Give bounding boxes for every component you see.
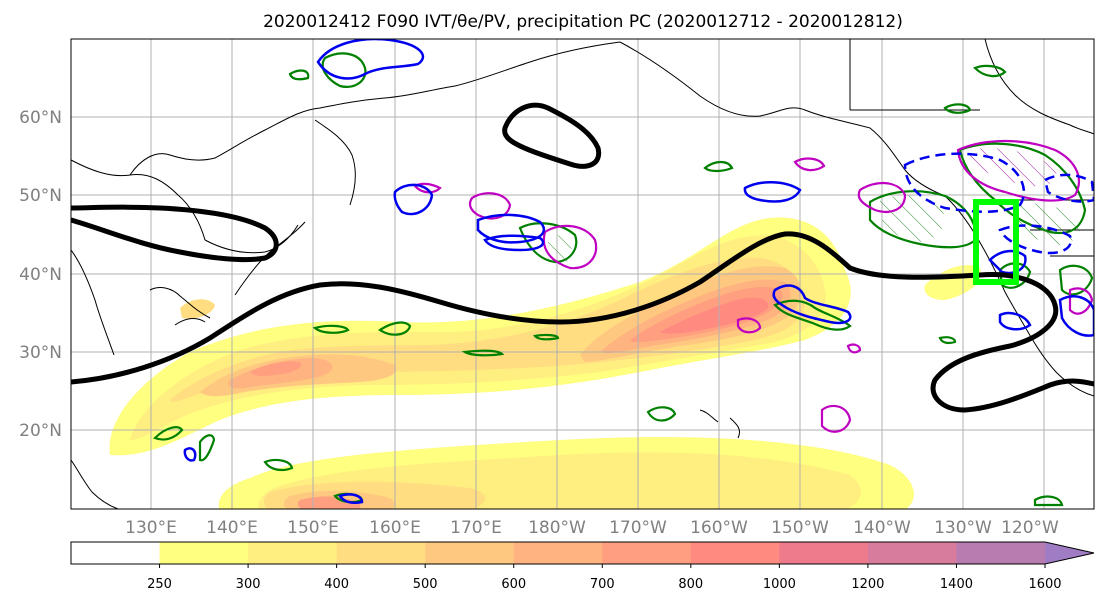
lon-label: 130°E	[125, 518, 177, 538]
lat-labels: 60°N 50°N 40°N 30°N 20°N	[19, 108, 62, 441]
graticule	[71, 39, 1094, 509]
colorbar-segment	[248, 542, 338, 564]
colorbar-label: 1000	[763, 577, 796, 592]
colorbar-segment	[779, 542, 869, 564]
colorbar-label: 700	[590, 577, 615, 592]
colorbar: 250 300 400 500 600 700 800 1000 1200 1400 1600	[70, 541, 1095, 592]
colorbar-segment	[602, 542, 692, 564]
lon-label: 180°W	[528, 518, 586, 538]
colorbar-label: 400	[324, 577, 349, 592]
colorbar-segment	[71, 542, 161, 564]
lat-label: 30°N	[19, 343, 62, 363]
map-frame	[70, 38, 1095, 510]
lon-label: 120°W	[1001, 518, 1059, 538]
colorbar-label: 250	[147, 577, 172, 592]
colorbar-segment	[956, 542, 1046, 564]
ivt-shading-south	[218, 437, 914, 509]
colorbar-segment	[425, 542, 515, 564]
lon-label: 170°E	[450, 518, 502, 538]
colorbar-label: 1400	[940, 577, 973, 592]
colorbar-label: 1200	[851, 577, 884, 592]
lon-label: 150°W	[771, 518, 829, 538]
colorbar-segment	[336, 542, 426, 564]
theta-e-contours	[71, 102, 1094, 413]
colorbar-segment	[867, 542, 957, 564]
colorbar-label: 800	[678, 577, 703, 592]
colorbar-segment	[690, 542, 780, 564]
lon-label: 140°E	[206, 518, 258, 538]
map-panel	[70, 38, 1095, 510]
colorbar-segments	[71, 542, 1046, 564]
pv-contours	[183, 39, 1094, 504]
lat-label: 20°N	[19, 421, 62, 441]
colorbar-extend-arrow	[1045, 542, 1094, 564]
lon-labels: 130°E 140°E 150°E 160°E 170°E 180°W 170°…	[125, 518, 1059, 538]
lat-label: 50°N	[19, 186, 62, 206]
lon-label: 160°E	[369, 518, 421, 538]
ivt-shading-ar	[109, 217, 981, 456]
colorbar-label: 1600	[1028, 577, 1061, 592]
lat-label: 60°N	[19, 108, 62, 128]
colorbar-labels: 250 300 400 500 600 700 800 1000 1200 1400 1600	[147, 564, 1062, 592]
precip-contours-green	[153, 52, 1094, 507]
lat-label: 40°N	[19, 265, 62, 285]
colorbar-label: 300	[236, 577, 261, 592]
lon-label: 150°E	[287, 518, 339, 538]
colorbar-segment	[513, 542, 603, 564]
highlight-box	[973, 199, 1019, 285]
lon-label: 160°W	[690, 518, 748, 538]
colorbar-outline	[70, 541, 1095, 565]
colorbar-segment	[159, 542, 249, 564]
pv-contours-dashed	[903, 152, 1094, 255]
figure-title: 2020012412 F090 IVT/θe/PV, precipitation…	[263, 12, 903, 32]
colorbar-label: 500	[413, 577, 438, 592]
precip-contours-magenta	[413, 139, 1094, 433]
colorbar-label: 600	[501, 577, 526, 592]
lon-label: 130°W	[934, 518, 992, 538]
lon-label: 170°W	[609, 518, 667, 538]
lon-label: 140°W	[853, 518, 911, 538]
